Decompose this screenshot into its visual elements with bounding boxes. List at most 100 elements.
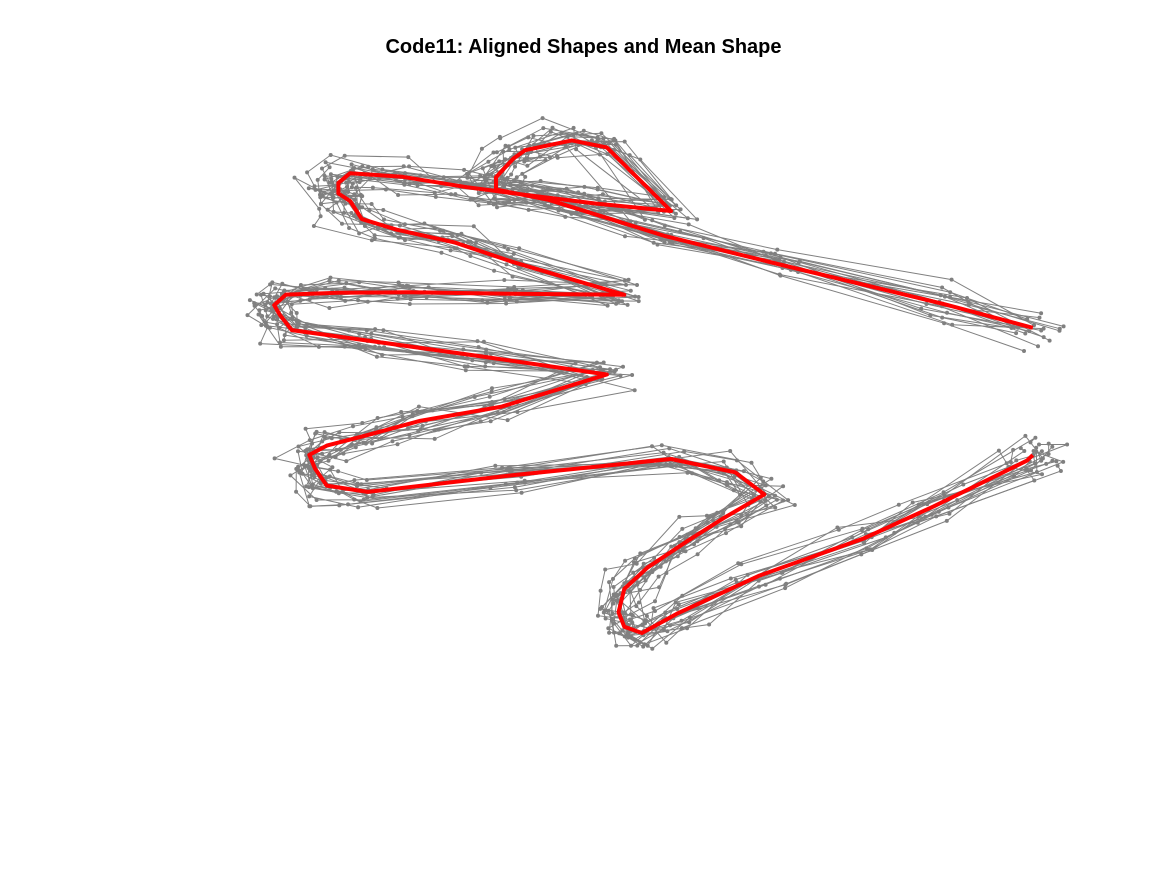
aligned-shape-point <box>662 195 666 200</box>
aligned-shape-point <box>630 613 635 618</box>
aligned-shape-point <box>265 314 270 319</box>
aligned-shape-point <box>741 469 746 474</box>
aligned-shape-point <box>320 451 325 456</box>
aligned-shape-point <box>517 246 522 251</box>
aligned-shape-point <box>294 466 299 471</box>
aligned-shape-point <box>675 554 680 559</box>
aligned-shape-point <box>1050 444 1055 449</box>
aligned-shape-point <box>328 275 333 280</box>
aligned-shape-point <box>1024 467 1029 471</box>
aligned-shape-point <box>614 643 619 648</box>
aligned-shape-point <box>382 217 386 222</box>
aligned-shape-point <box>486 159 491 164</box>
aligned-shape-point <box>487 394 492 399</box>
aligned-shape-point <box>308 504 313 509</box>
aligned-shape-point <box>636 295 641 299</box>
aligned-shape-point <box>669 544 674 549</box>
aligned-shape-point <box>656 463 661 468</box>
aligned-shape-point <box>739 513 744 518</box>
aligned-shape-point <box>1014 331 1019 336</box>
aligned-shape-point <box>676 602 681 607</box>
aligned-shape-point <box>508 182 513 187</box>
aligned-shape-point <box>495 205 499 210</box>
aligned-shape-point <box>606 626 611 631</box>
aligned-shape-point <box>363 346 368 351</box>
aligned-shape-point <box>682 449 687 454</box>
aligned-shape-point <box>300 471 305 476</box>
aligned-shape-point <box>259 323 264 328</box>
aligned-shape-point <box>472 395 477 399</box>
aligned-shape-point <box>944 518 949 523</box>
aligned-shape-point <box>448 248 453 253</box>
aligned-shape-point <box>673 211 678 216</box>
aligned-shape-point <box>695 552 700 557</box>
aligned-shape-point <box>288 473 293 478</box>
aligned-shape-point <box>511 251 516 256</box>
aligned-shape-point <box>523 174 528 179</box>
aligned-shape-point <box>306 186 311 191</box>
aligned-shape-point <box>505 418 510 423</box>
aligned-shape-point <box>650 646 655 651</box>
aligned-shape-point <box>503 143 508 148</box>
aligned-shape-point <box>670 240 675 245</box>
aligned-shape-line <box>246 127 1053 647</box>
aligned-shape-point <box>280 281 285 286</box>
aligned-shape-point <box>328 153 333 157</box>
aligned-shape-point <box>595 185 600 190</box>
aligned-shape-point <box>1012 474 1017 479</box>
aligned-shape-point <box>481 182 486 187</box>
aligned-shape-point <box>400 414 405 419</box>
aligned-shape-point <box>1050 458 1055 463</box>
aligned-shape-point <box>338 447 343 452</box>
aligned-shape-point <box>422 221 427 226</box>
aligned-shape-point <box>476 203 481 208</box>
aligned-shape-point <box>510 274 515 279</box>
aligned-shape-point <box>395 442 400 447</box>
aligned-shape-point <box>359 194 364 199</box>
aligned-shape-point <box>690 531 695 536</box>
aligned-shape-point <box>633 220 638 225</box>
aligned-shape-point <box>626 277 631 282</box>
aligned-shape-line <box>281 139 1062 637</box>
aligned-shape-point <box>773 493 778 498</box>
aligned-shape-point <box>611 576 615 581</box>
aligned-shape-point <box>1037 442 1041 447</box>
aligned-shape-point <box>483 350 488 355</box>
aligned-shape-point <box>320 439 325 444</box>
aligned-shape-point <box>349 162 354 167</box>
aligned-shape-point <box>354 215 359 220</box>
aligned-shape-point <box>502 397 507 402</box>
aligned-shape-point <box>322 177 327 182</box>
aligned-shape-point <box>483 364 488 369</box>
aligned-shape-point <box>515 410 520 414</box>
aligned-shape-point <box>538 179 543 183</box>
aligned-shape-point <box>1061 459 1066 464</box>
aligned-shape-point <box>479 146 484 151</box>
aligned-shape-point <box>632 388 637 393</box>
aligned-shape-point <box>896 502 901 507</box>
aligned-shape-point <box>758 475 763 480</box>
aligned-shape-point <box>360 205 365 210</box>
aligned-shape-point <box>692 542 696 547</box>
mean-shape <box>272 138 1035 635</box>
aligned-shape-point <box>928 313 933 318</box>
aligned-shape-point <box>468 254 473 258</box>
aligned-shape-point <box>418 427 423 432</box>
aligned-shape-point <box>327 165 332 170</box>
aligned-shape-point <box>519 490 524 495</box>
aligned-shape-point <box>595 135 600 140</box>
aligned-shape-point <box>507 147 512 152</box>
aligned-shape-line <box>253 127 1044 635</box>
aligned-shape-line <box>274 143 1026 630</box>
aligned-shape-point <box>358 175 363 180</box>
aligned-shape-point <box>303 426 308 431</box>
aligned-shape-point <box>563 214 568 219</box>
aligned-shape-point <box>301 287 306 292</box>
aligned-shape-point <box>490 386 494 391</box>
aligned-shape-point <box>294 489 299 494</box>
aligned-shape-point <box>641 561 646 566</box>
aligned-shape-point <box>272 314 276 319</box>
aligned-shape-point <box>377 176 382 181</box>
aligned-shape-point <box>254 292 259 297</box>
aligned-shape-point <box>663 559 668 564</box>
